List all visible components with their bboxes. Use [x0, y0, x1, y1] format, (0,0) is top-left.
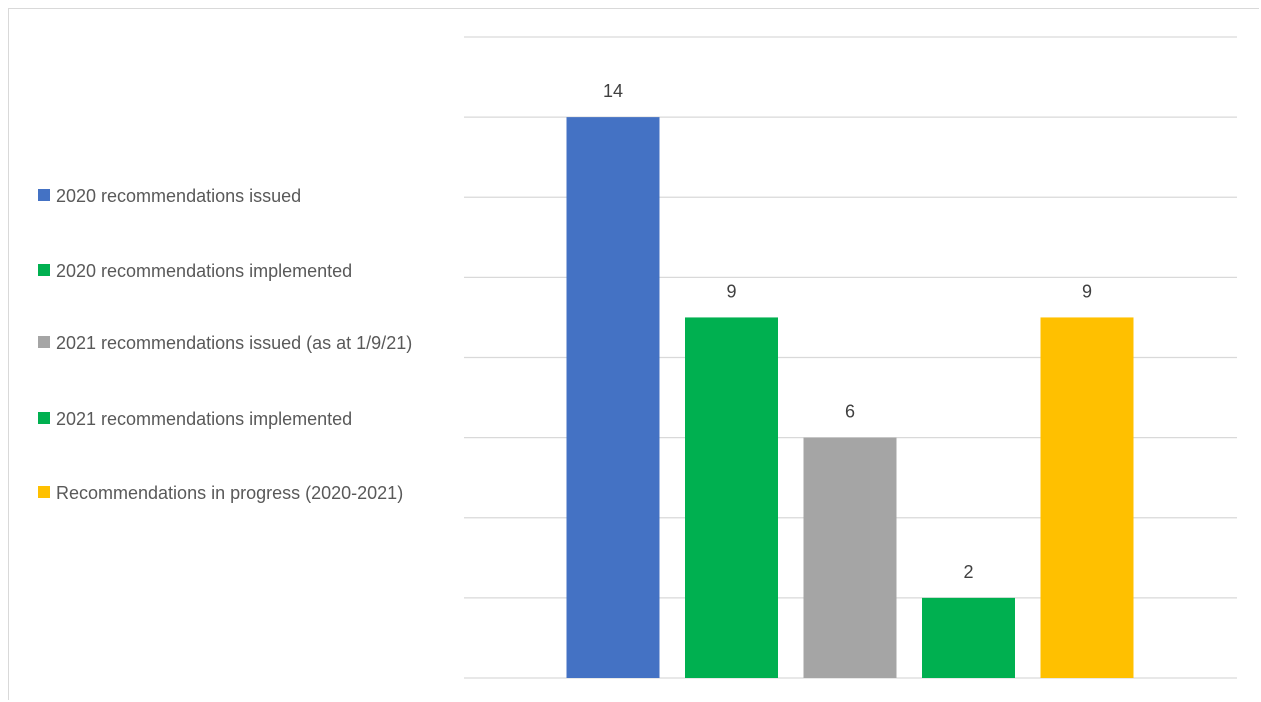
data-label: 6 [845, 402, 855, 422]
legend-label: 2020 recommendations issued [56, 186, 302, 206]
bars [566, 117, 1134, 678]
legend-item: 2020 recommendations implemented [38, 258, 428, 284]
data-label: 9 [726, 281, 736, 301]
legend-swatch [38, 412, 50, 424]
bar [566, 117, 660, 678]
legend-label: Recommendations in progress (2020-2021) [56, 483, 404, 503]
legend-item: 2021 recommendations implemented [38, 406, 428, 432]
data-label: 9 [1082, 281, 1092, 301]
bar [922, 597, 1015, 678]
legend-label: 2021 recommendations issued (as at 1/9/2… [56, 333, 413, 353]
bar [803, 437, 897, 678]
legend-swatch [38, 486, 50, 498]
data-label: 2 [963, 562, 973, 582]
legend: 2020 recommendations issued 2020 recomme… [38, 0, 438, 702]
legend-label: 2020 recommendations implemented [56, 261, 353, 281]
bar [685, 317, 778, 678]
bar [1040, 317, 1134, 678]
legend-item: 2020 recommendations issued [38, 183, 428, 209]
legend-label: 2021 recommendations implemented [56, 409, 353, 429]
legend-item: Recommendations in progress (2020-2021) [38, 480, 428, 506]
legend-swatch [38, 264, 50, 276]
legend-item: 2021 recommendations issued (as at 1/9/2… [38, 330, 428, 356]
legend-swatch [38, 336, 50, 348]
legend-swatch [38, 189, 50, 201]
data-label: 14 [603, 81, 623, 101]
chart-frame [8, 8, 1259, 700]
bar-labels: 14 9 6 2 9 [603, 81, 1092, 582]
